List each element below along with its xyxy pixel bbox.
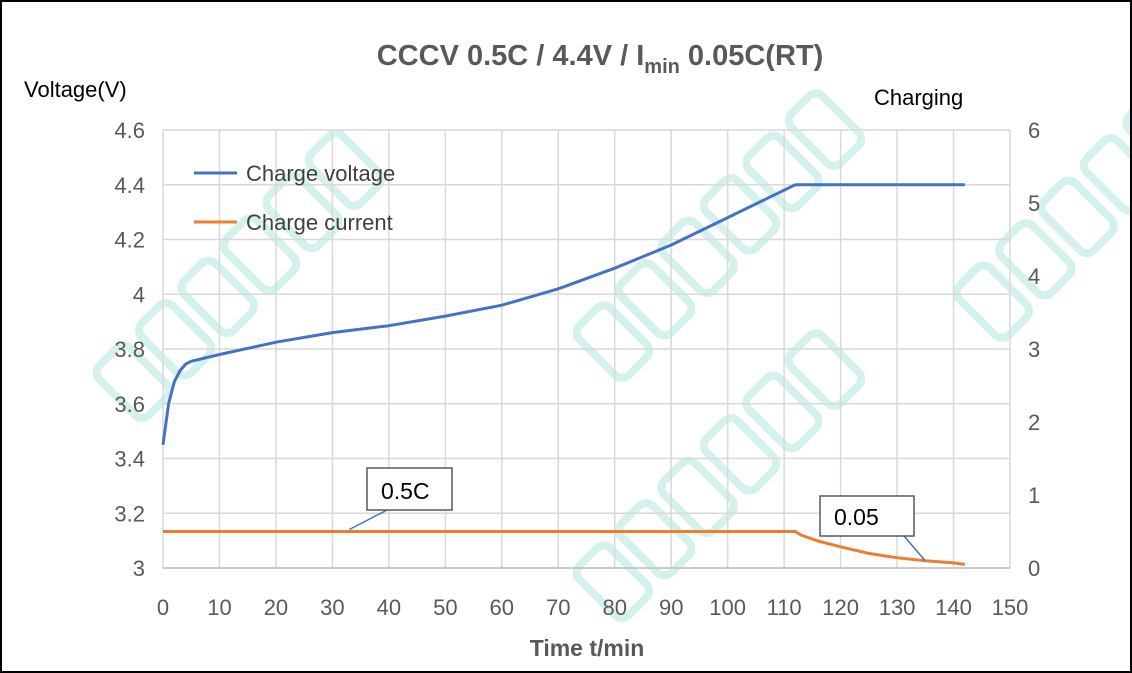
x-axis-label: Time t/min: [530, 635, 645, 661]
y2-tick-label: 1: [1028, 483, 1040, 508]
y2-axis-label: Charging: [874, 85, 963, 110]
annotation-box: [819, 495, 915, 537]
x-tick-label: 90: [659, 595, 683, 620]
y-tick-label: 3: [133, 556, 145, 581]
x-tick-label: 60: [490, 595, 514, 620]
watermark-logo-shape: [1037, 176, 1118, 258]
y-tick-label: 3.8: [114, 337, 145, 362]
y-tick-label: 3.4: [114, 447, 145, 472]
watermark-logo-shape: [784, 89, 866, 170]
x-tick-label: 0: [157, 595, 169, 620]
annotation-label: 0.05: [834, 504, 879, 530]
x-tick-label: 130: [879, 595, 916, 620]
y-tick-label: 3.2: [114, 501, 145, 526]
chart-title: CCCV 0.5C / 4.4V / Imin 0.05C(RT): [377, 40, 824, 78]
watermark-logo-shape: [262, 171, 343, 253]
annotations: 0.5C 0.05: [348, 467, 926, 562]
watermark-logo-shape: [657, 216, 738, 298]
y2-tick-label: 3: [1028, 337, 1040, 362]
watermark-logo-shape: [92, 341, 173, 422]
y-tick-label: 3.6: [114, 392, 145, 417]
x-tick-label: 110: [767, 595, 802, 620]
series-lines: [161, 183, 965, 566]
y-tick-label: 4.6: [114, 118, 145, 143]
watermark-logo-shape: [1122, 91, 1130, 173]
y-axis-label: Voltage(V): [24, 77, 127, 102]
watermark-logo-shape: [742, 131, 823, 213]
x-tick-label: 80: [602, 595, 626, 620]
watermark-logo-shape: [135, 299, 216, 380]
y-tick-label: 4: [133, 282, 145, 307]
x-tick-label: 30: [320, 595, 344, 620]
legend-label-voltage: Charge voltage: [246, 161, 395, 186]
x-tick-label: 120: [822, 595, 859, 620]
y-tick-label: 4.2: [114, 228, 145, 253]
watermark-logo-shape: [1079, 134, 1130, 215]
y2-tick-label: 5: [1028, 191, 1040, 216]
legend: Charge voltage Charge current: [194, 161, 395, 235]
grid: [162, 129, 1011, 569]
watermark: [92, 89, 1130, 622]
x-tick-label: 20: [264, 595, 288, 620]
x-tick-label: 100: [709, 595, 746, 620]
charge-current-line: [163, 530, 965, 566]
watermark-logo-shape: [742, 371, 823, 453]
x-tick-label: 50: [433, 595, 457, 620]
watermark-logo-shape: [952, 261, 1033, 342]
x-tick-label: 140: [935, 595, 972, 620]
y2-tick-label: 6: [1028, 118, 1040, 143]
x-tick-label: 40: [377, 595, 401, 620]
y2-tick-label: 0: [1028, 556, 1040, 581]
tick-labels: 0 10 20 30 40 50 60 70 80 90 100 110 120 130 140 15033.…: [114, 118, 1040, 620]
y-tick-label: 4.4: [114, 173, 145, 198]
annotation-leader-line: [348, 509, 388, 531]
x-tick-label: 70: [546, 595, 570, 620]
y2-tick-label: 4: [1028, 264, 1040, 289]
watermark-logo-shape: [572, 301, 653, 382]
watermark-logo-shape: [572, 541, 653, 622]
annotation-leader-line: [903, 535, 926, 562]
annotation-box: [366, 467, 453, 511]
watermark-logo-shape: [699, 414, 781, 495]
charge-voltage-line: [161, 183, 965, 446]
annotation-label: 0.5C: [381, 478, 430, 504]
y2-tick-label: 2: [1028, 410, 1040, 435]
x-tick-label: 150: [992, 595, 1029, 620]
watermark-logo-shape: [657, 456, 738, 538]
x-tick-label: 10: [207, 595, 231, 620]
legend-label-current: Charge current: [246, 210, 393, 235]
watermark-logo-shape: [177, 256, 258, 338]
